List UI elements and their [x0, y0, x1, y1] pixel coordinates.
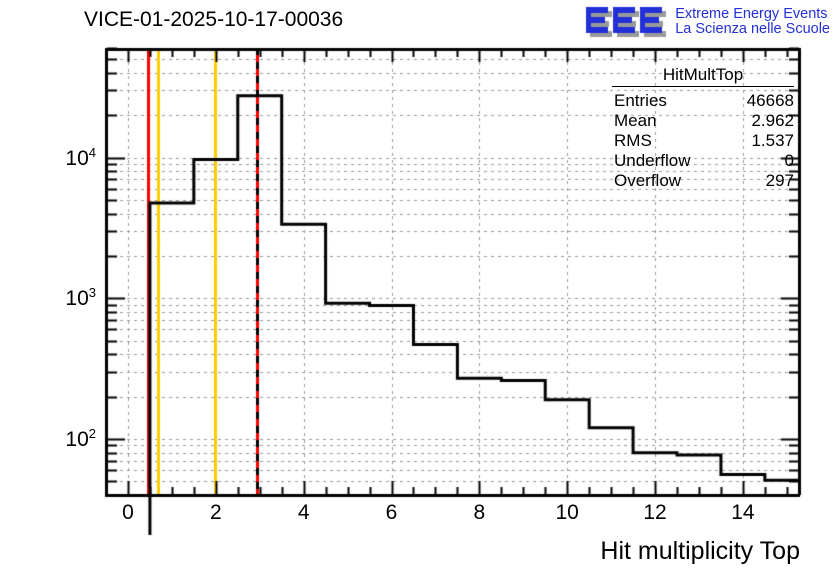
x-axis-title: Hit multiplicity Top — [600, 537, 800, 565]
stats-value-rms: 1.537 — [751, 130, 794, 150]
x-axis-tick-6: 6 — [385, 501, 398, 524]
stats-row-rms: RMS 1.537 — [606, 130, 800, 150]
stats-value-overflow: 297 — [765, 170, 794, 190]
stats-value-underflow: 0 — [784, 150, 794, 170]
stats-box-title: HitMultTop — [662, 65, 744, 84]
stats-row-entries: Entries 46668 — [606, 90, 800, 110]
stats-row-mean: Mean 2.962 — [606, 110, 800, 130]
stats-label-underflow: Underflow — [614, 150, 691, 170]
x-axis-tick-12: 12 — [643, 501, 667, 524]
stats-label-rms: RMS — [614, 130, 652, 150]
stats-label-overflow: Overflow — [614, 170, 682, 190]
y-axis-tick-1e4: 104 — [65, 144, 96, 170]
x-axis-tick-2: 2 — [209, 501, 222, 524]
stats-label-entries: Entries — [614, 90, 667, 110]
stats-row-underflow: Underflow 0 — [606, 150, 800, 170]
stats-row-overflow: Overflow 297 — [606, 170, 800, 190]
eee-logo-mark-icon — [584, 5, 669, 39]
x-axis-tick-8: 8 — [473, 501, 486, 524]
stats-value-entries: 46668 — [746, 90, 794, 110]
stats-box: HitMultTop Entries 46668 Mean 2.962 RMS … — [606, 66, 800, 190]
x-axis-tick-4: 4 — [297, 501, 310, 524]
x-axis-tick-10: 10 — [555, 501, 579, 524]
eee-logo-text: Extreme Energy Events La Scienza nelle S… — [675, 5, 830, 37]
x-axis-tick-14: 14 — [731, 501, 755, 524]
eee-logo: Extreme Energy Events La Scienza nelle S… — [584, 2, 830, 42]
y-axis-tick-1e2: 102 — [65, 425, 96, 451]
stats-value-mean: 2.962 — [751, 110, 794, 130]
eee-logo-line1: Extreme Energy Events — [675, 5, 828, 22]
page-title: VICE-01-2025-10-17-00036 — [84, 8, 344, 31]
stats-box-divider — [612, 86, 794, 87]
stats-label-mean: Mean — [614, 110, 657, 130]
x-axis-tick-0: 0 — [122, 501, 134, 524]
eee-logo-line2: La Scienza nelle Scuole — [675, 21, 830, 37]
y-axis-tick-1e3: 103 — [65, 285, 96, 311]
